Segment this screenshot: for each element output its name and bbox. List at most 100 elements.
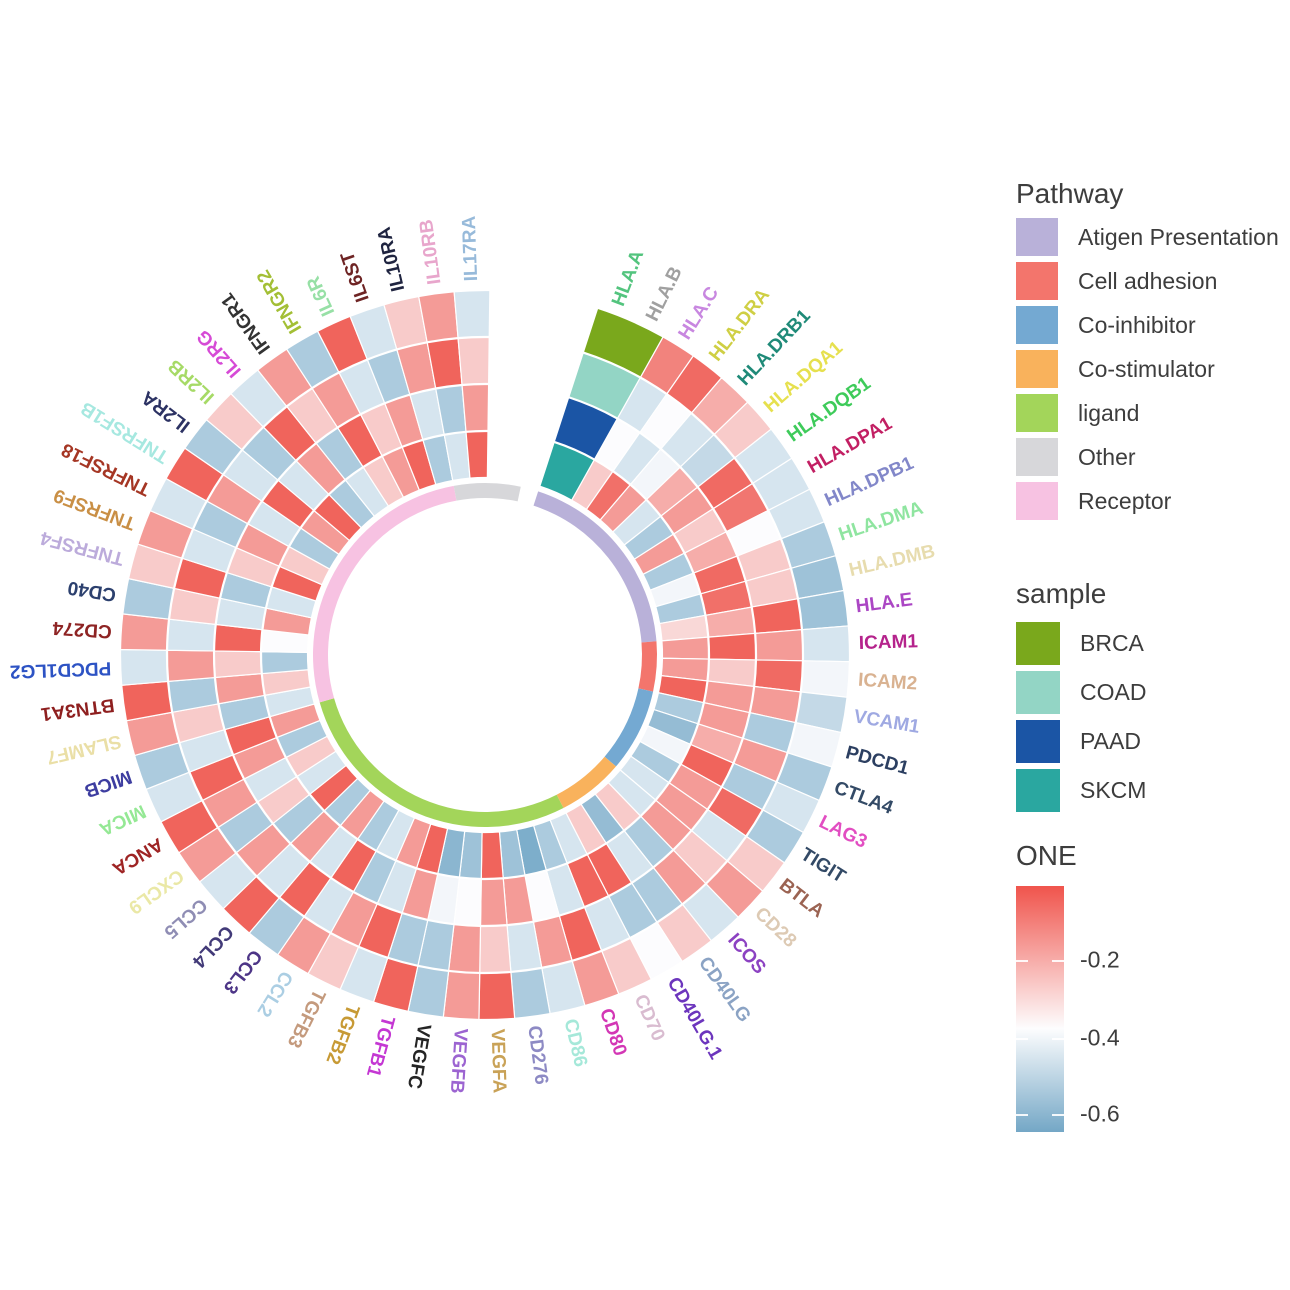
gene-label: PDCD1	[843, 742, 911, 779]
sample-start-block	[553, 396, 618, 460]
heatmap-cell	[442, 970, 481, 1021]
gene-label: CXCL9	[124, 865, 187, 918]
heatmap-cell	[119, 648, 169, 686]
gene-label: CD80	[595, 1006, 630, 1059]
pathway-legend-title: Pathway	[1016, 178, 1124, 209]
colorbar-tick-mark	[1052, 1037, 1064, 1040]
gene-label: CCL4	[188, 921, 238, 972]
gene-label: CD70	[630, 991, 669, 1044]
heatmap-cell	[119, 613, 170, 651]
heatmap-cell	[754, 629, 804, 662]
pathway-legend-item-label: Co-inhibitor	[1078, 311, 1196, 338]
gene-label: MICB	[82, 766, 135, 802]
pathway-legend-item-label: Cell adhesion	[1078, 267, 1218, 294]
gene-label: IL10RB	[416, 218, 446, 286]
colorbar-tick-mark	[1016, 959, 1028, 962]
pathway-legend-item: ligand	[1016, 394, 1279, 432]
gene-label: ANCA	[108, 833, 166, 879]
heatmap-cell	[801, 625, 851, 663]
heatmap-cell	[708, 632, 757, 661]
pathway-arc	[556, 756, 617, 809]
gene-label: VEGFB	[446, 1028, 471, 1095]
sample-legend-item-swatch	[1016, 671, 1060, 714]
pathway-legend-item: Co-inhibitor	[1016, 306, 1279, 344]
gene-label: HLA.E	[855, 589, 914, 617]
sample-legend-item-label: BRCA	[1080, 630, 1144, 656]
gene-label: CD276	[523, 1024, 552, 1085]
gene-label: CTLA4	[831, 777, 896, 818]
gene-label: MICA	[96, 800, 149, 839]
pathway-legend-item: Receptor	[1016, 482, 1279, 520]
gene-label: IL17RA	[459, 215, 482, 281]
gene-label: HLA.DMB	[847, 541, 937, 581]
colorbar-tick-mark	[1016, 1037, 1028, 1040]
gene-label: HLA.A	[608, 247, 648, 309]
sample-legend-item: COAD	[1016, 671, 1146, 714]
gene-label: SLAMF7	[44, 730, 123, 768]
pathway-legend-item: Cell adhesion	[1016, 262, 1279, 300]
gene-label: CD28	[750, 903, 800, 952]
gene-label: TNFRSF9	[51, 484, 138, 534]
pathway-legend-item-swatch	[1016, 482, 1058, 520]
colorbar-tick-label: -0.2	[1080, 946, 1120, 973]
sample-start-block	[582, 307, 664, 378]
gene-label: ICAM2	[857, 670, 917, 695]
heatmap-cell	[461, 383, 490, 432]
gene-label: BTLA	[775, 875, 828, 923]
sample-legend-item-swatch	[1016, 622, 1060, 665]
gene-label: CD274	[52, 617, 113, 642]
pathway-arc	[604, 688, 654, 767]
colorbar-tick-mark	[1052, 1113, 1064, 1116]
colorbar-tick-label: -0.4	[1080, 1024, 1120, 1051]
gene-label: IL10RA	[374, 225, 410, 294]
gene-label: BTN3A1	[39, 694, 115, 725]
pathway-arc	[453, 482, 521, 502]
pathway-legend-item: Co-stimulator	[1016, 350, 1279, 388]
heatmap-cell	[213, 650, 262, 679]
heatmap-cell	[457, 336, 490, 386]
pathway-arc	[319, 698, 564, 827]
heatmap-cell	[166, 649, 216, 683]
pathway-legend-item-label: ligand	[1078, 399, 1140, 426]
colorbar-gradient: -0.2 -0.4 -0.6	[1016, 886, 1120, 1132]
gene-label: VCAM1	[852, 706, 921, 738]
sample-legend-item: PAAD	[1016, 720, 1146, 763]
sample-legend-item-label: COAD	[1080, 679, 1147, 705]
gene-label: IL6ST	[337, 248, 374, 304]
heatmap-cell	[479, 924, 512, 974]
gene-label: CCL3	[219, 945, 266, 997]
gene-label: CD40	[66, 576, 117, 605]
gene-label: VEGFA	[487, 1028, 510, 1093]
gene-label: IL2RG	[193, 325, 246, 381]
gene-label: VEGFC	[403, 1022, 434, 1090]
gene-label: TGFB1	[362, 1014, 399, 1080]
heatmap-cell	[800, 660, 851, 698]
pathway-legend-item-swatch	[1016, 438, 1058, 476]
pathway-legend-item-label: Atigen Presentation	[1078, 223, 1279, 250]
heatmap-cell	[478, 971, 516, 1021]
pathway-arc	[313, 485, 457, 703]
pathway-legend-item-swatch	[1016, 394, 1058, 432]
gene-label: LAG3	[816, 811, 871, 852]
gene-label: CD86	[560, 1017, 591, 1069]
sample-legend: BRCA COAD PAAD SKCM	[1016, 622, 1146, 818]
pathway-legend-item-swatch	[1016, 306, 1058, 344]
gene-label: ICAM1	[859, 631, 919, 654]
gene-label: HLA.C	[675, 283, 724, 344]
heatmap-cell	[453, 289, 491, 339]
gene-label: ICOS	[723, 930, 769, 979]
gene-label: TIGIT	[797, 844, 850, 888]
colorbar-tick-mark	[1052, 959, 1064, 962]
heatmap-cell	[479, 878, 508, 927]
sample-start-block	[539, 441, 595, 501]
pathway-legend-item-swatch	[1016, 350, 1058, 388]
gene-label: TNFRSF4	[38, 527, 126, 569]
colorbar-tick-label: -0.6	[1080, 1100, 1120, 1127]
gene-label: CCL2	[252, 967, 296, 1020]
sample-legend-item: SKCM	[1016, 769, 1146, 812]
sample-start-block	[568, 352, 641, 419]
colorbar-tick-mark	[1016, 1113, 1028, 1116]
gene-label: HLA.B	[642, 263, 687, 324]
